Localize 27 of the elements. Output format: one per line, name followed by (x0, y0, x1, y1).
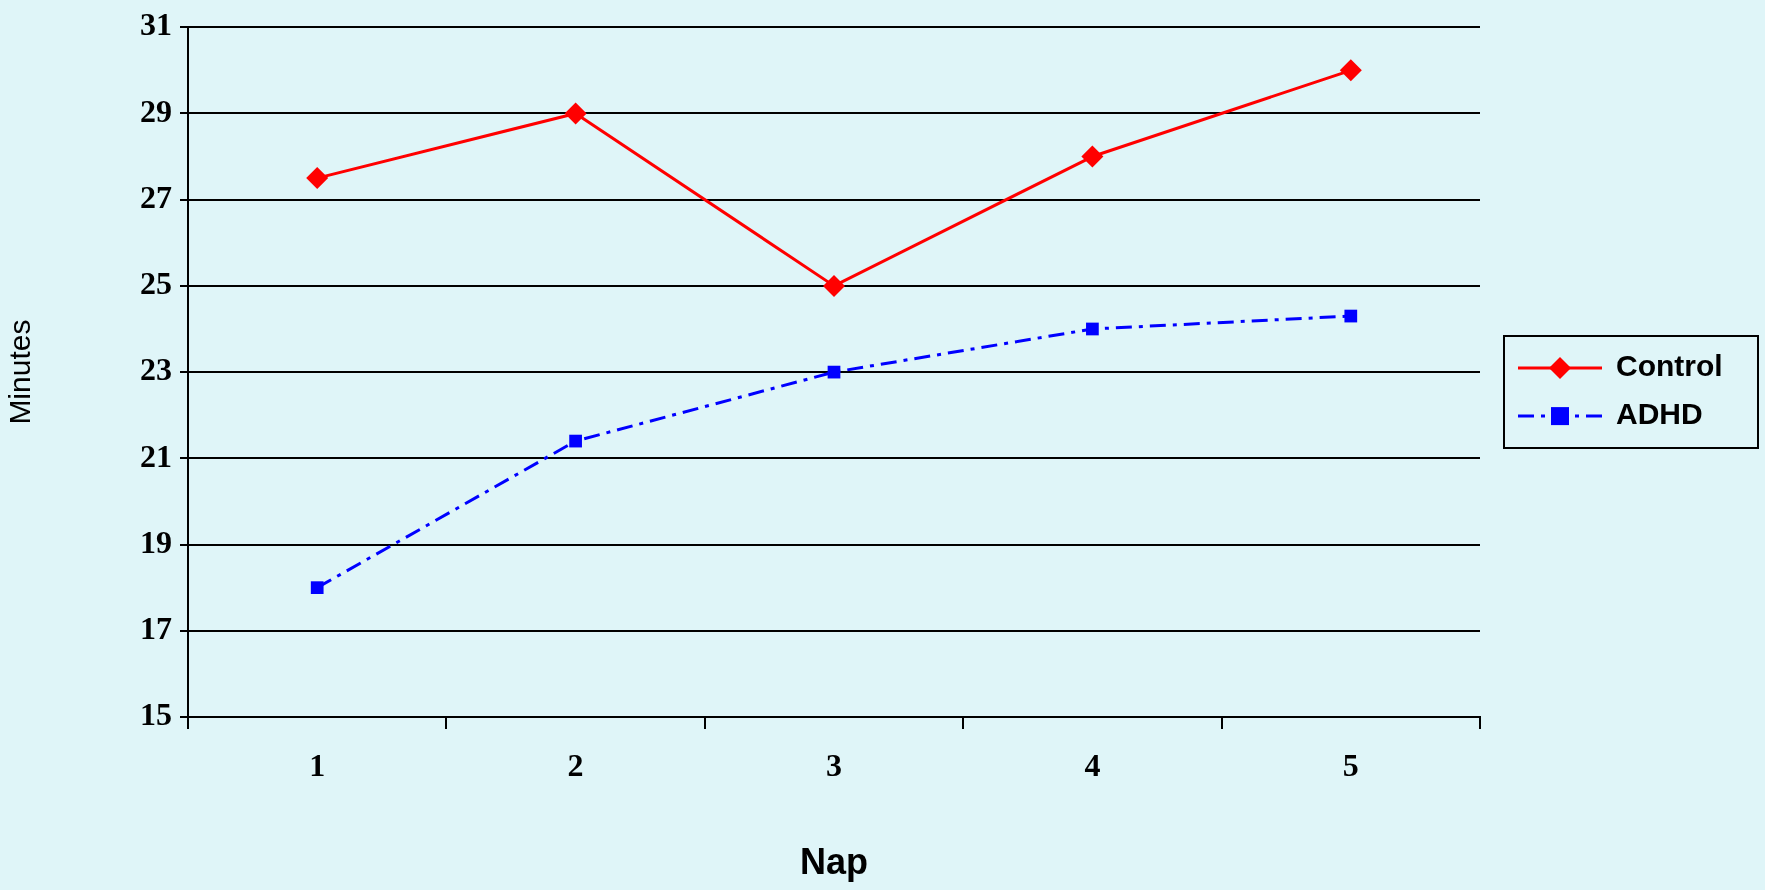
point (564, 102, 587, 125)
y-tick-label: 15 (140, 696, 172, 733)
legend-label: ADHD (1616, 397, 1703, 431)
point (1344, 309, 1358, 323)
point (310, 581, 324, 595)
x-tick-label: 5 (1342, 747, 1359, 784)
x-tick-label: 2 (567, 747, 584, 784)
y-tick-label: 19 (140, 523, 172, 560)
legend-label: Control (1616, 349, 1723, 383)
point (1086, 322, 1099, 336)
y-tick-label: 25 (140, 265, 172, 302)
point (823, 274, 845, 297)
y-tick-label: 21 (140, 437, 172, 474)
y-axis-title: Minutes (3, 319, 37, 425)
x-axis-title: Nap (799, 841, 869, 883)
x-tick-label: 1 (309, 747, 326, 784)
point (1081, 145, 1104, 168)
y-tick-label: 27 (140, 178, 172, 215)
point (569, 434, 582, 448)
x-tick-label: 3 (826, 747, 842, 784)
y-tick-label: 17 (140, 610, 172, 647)
y-tick-label: 29 (140, 92, 172, 129)
y-tick-label: 23 (140, 351, 172, 388)
point (306, 167, 329, 190)
point (1339, 59, 1362, 82)
y-tick-label: 31 (140, 6, 172, 43)
x-tick-label: 4 (1084, 747, 1101, 784)
